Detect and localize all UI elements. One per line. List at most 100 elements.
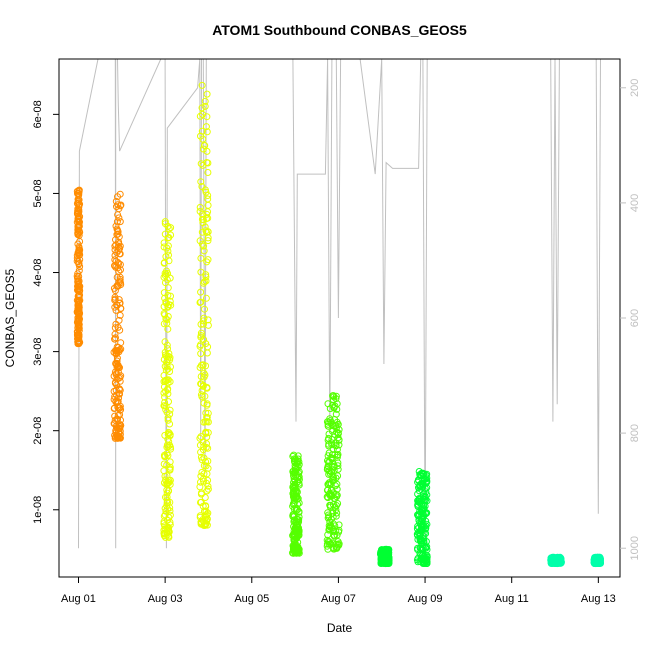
data-point [418, 546, 426, 554]
data-point [114, 403, 122, 411]
data-point [74, 321, 82, 329]
data-point [113, 432, 121, 440]
data-point [162, 476, 170, 484]
data-point [198, 104, 206, 112]
data-point [115, 267, 123, 275]
y-tick-label: 3e-08 [32, 338, 44, 366]
data-point [203, 90, 211, 98]
data-point [161, 348, 169, 356]
data-point [203, 147, 211, 155]
data-point [334, 500, 342, 507]
data-point [330, 466, 338, 474]
data-point [167, 231, 175, 239]
data-point [417, 517, 425, 525]
data-point [335, 436, 343, 444]
data-point [198, 215, 206, 223]
data-point [73, 308, 81, 316]
data-point [166, 432, 174, 440]
data-point [110, 387, 118, 395]
data-point [202, 340, 210, 348]
data-point [73, 218, 81, 226]
data-point [75, 282, 83, 290]
data-point [166, 378, 174, 386]
data-point [164, 247, 172, 255]
data-point [202, 519, 210, 527]
data-point [162, 366, 170, 374]
y-tick-label: 5e-08 [32, 179, 44, 207]
right-tick-label: 1000 [629, 536, 641, 560]
data-point [75, 243, 83, 251]
y-tick-label: 1e-08 [32, 496, 44, 524]
data-point [167, 292, 174, 300]
data-point [196, 434, 204, 442]
data-point [162, 493, 169, 501]
data-point [73, 251, 81, 259]
data-point [112, 222, 120, 230]
data-point [419, 469, 427, 477]
data-point [289, 532, 297, 540]
data-point [201, 494, 209, 501]
data-point [113, 282, 121, 290]
data-point [110, 348, 118, 356]
data-point [75, 190, 83, 197]
data-point [114, 193, 121, 201]
chart-title: ATOM1 Southbound CONBAS_GEOS5 [212, 22, 467, 38]
data-point [197, 178, 205, 186]
data-point [197, 320, 205, 328]
data-point [414, 498, 422, 506]
right-tick-label: 400 [629, 194, 641, 212]
data-point [593, 557, 601, 565]
series-5 [289, 451, 303, 557]
data-point [75, 303, 83, 311]
data-point [163, 362, 171, 369]
data-point [113, 415, 121, 423]
data-point [115, 296, 123, 304]
data-point [197, 333, 205, 341]
data-point [161, 393, 169, 401]
data-point [197, 490, 205, 498]
data-point [166, 463, 174, 471]
data-point [75, 201, 83, 209]
x-tick-label: Aug 07 [321, 593, 356, 605]
data-point [74, 305, 82, 313]
data-point [418, 483, 426, 491]
data-point [111, 420, 119, 428]
y-axis-label: CONBAS_GEOS5 [3, 268, 17, 367]
data-point [196, 203, 204, 211]
data-point [292, 465, 300, 473]
data-point [75, 267, 83, 275]
data-point [114, 227, 122, 234]
data-point [73, 187, 81, 195]
data-point [551, 557, 559, 565]
data-point [160, 389, 168, 397]
data-point [115, 205, 123, 213]
data-point [196, 237, 204, 245]
data-point [378, 559, 386, 567]
data-point [293, 487, 301, 495]
data-point [161, 511, 169, 519]
data-point [160, 259, 168, 267]
y-tick-label: 2e-08 [32, 417, 44, 445]
data-point [201, 97, 209, 105]
data-point [197, 288, 205, 296]
data-point [166, 368, 174, 375]
data-point [76, 287, 84, 295]
data-point [200, 373, 208, 381]
data-point [326, 480, 334, 488]
data-point [204, 169, 212, 176]
data-point [199, 161, 207, 169]
data-point [162, 298, 170, 306]
data-point [423, 560, 430, 567]
x-tick-label: Aug 01 [61, 593, 96, 605]
data-point [328, 492, 336, 500]
data-point [198, 468, 206, 476]
data-point [111, 335, 119, 343]
data-point [330, 545, 338, 553]
data-point [200, 477, 207, 485]
data-point [203, 433, 211, 441]
data-point [161, 399, 169, 406]
data-point [423, 543, 431, 551]
data-point [113, 398, 121, 406]
data-point [291, 459, 299, 467]
data-point [325, 538, 333, 546]
